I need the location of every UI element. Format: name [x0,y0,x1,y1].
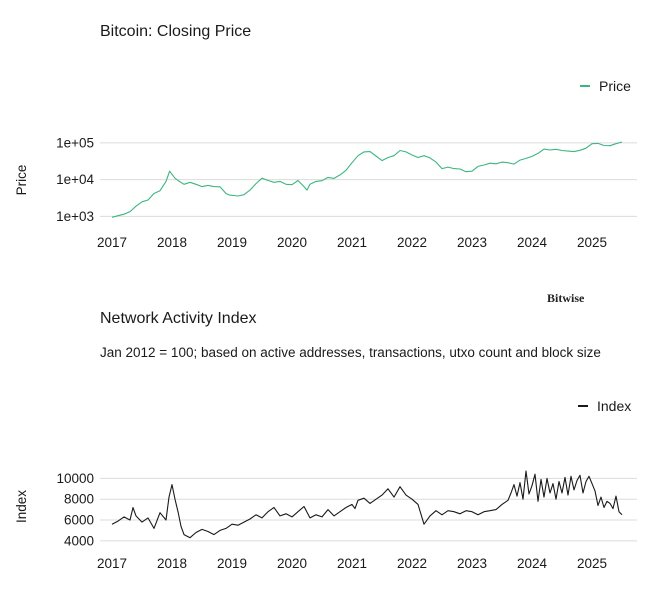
chart2-y-tick-label: 4000 [64,533,94,548]
chart2-network-activity: 4000 6000 8000 10000 2017 2018 2019 2020 2021 202… [14,470,637,571]
chart2-x-tick-label: 2020 [277,556,307,571]
chart1-x-tick-label: 2017 [97,235,127,250]
chart2-x-tick-label: 2025 [577,556,607,571]
bitwise-logo: Bitwise [547,291,585,305]
chart1-x-tick-label: 2024 [517,235,548,250]
chart1-legend-label: Price [599,78,631,94]
chart1-y-tick-label: 1e+05 [56,135,94,150]
chart1-x-tick-label: 2019 [217,235,247,250]
chart1-x-tick-label: 2020 [277,235,307,250]
chart2-y-tick-label: 8000 [64,492,94,507]
chart2-x-tick-label: 2023 [457,556,487,571]
chart2-y-tick-label: 6000 [64,513,94,528]
chart1-title: Bitcoin: Closing Price [100,23,252,40]
chart2-y-axis-label: Index [14,490,29,523]
chart2-legend-swatch [578,405,588,407]
chart2-legend-label: Index [597,398,632,414]
chart2-y-tick-label: 10000 [56,471,94,486]
chart1-price: 1e+03 1e+04 1e+05 2017 2018 2019 2020 2021 2022 2… [14,135,637,250]
chart2-subtitle: Jan 2012 = 100; based on active addresse… [100,345,601,360]
chart2-x-tick-label: 2017 [97,556,127,571]
chart1-x-tick-label: 2021 [337,235,367,250]
chart1-legend-swatch [580,85,590,87]
chart1-x-tick-label: 2022 [397,235,427,250]
chart2-x-tick-label: 2018 [157,556,187,571]
chart1-x-tick-label: 2025 [577,235,607,250]
chart1-legend: Price [580,78,631,94]
chart2-x-tick-label: 2019 [217,556,247,571]
chart1-y-tick-label: 1e+03 [56,209,94,224]
chart1-y-axis-label: Price [14,165,29,196]
chart2-title: Network Activity Index [100,310,257,327]
chart1-y-tick-label: 1e+04 [56,172,94,187]
chart2-x-tick-label: 2024 [517,556,548,571]
chart1-x-tick-label: 2023 [457,235,487,250]
chart2-x-tick-label: 2021 [337,556,367,571]
chart2-series-line [111,470,623,539]
chart1-x-tick-label: 2018 [157,235,187,250]
chart2-x-tick-label: 2022 [397,556,427,571]
chart2-legend: Index [578,398,631,414]
chart1-series-line [111,141,623,218]
